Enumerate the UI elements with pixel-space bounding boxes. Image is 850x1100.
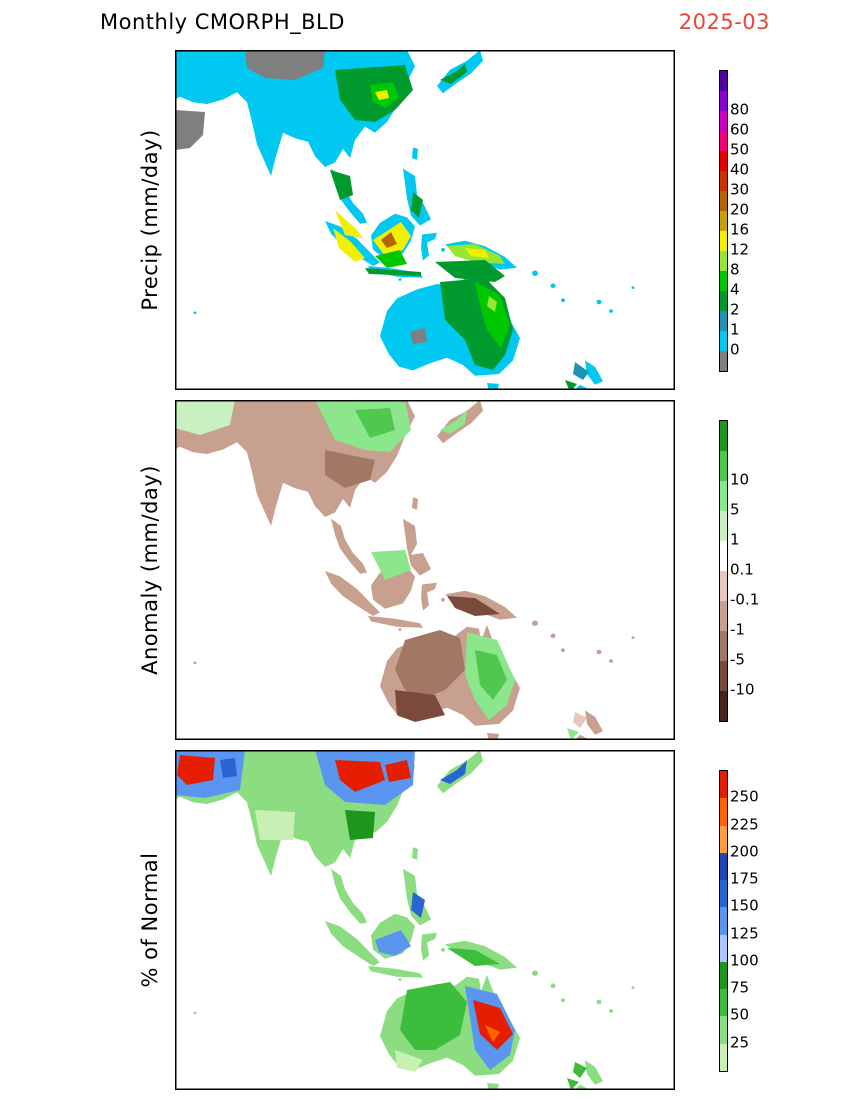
colorbar-tick-label: 125 xyxy=(730,924,759,943)
colorbar-swatch xyxy=(720,211,727,231)
date-label: 2025-03 xyxy=(678,10,770,34)
anomaly-map xyxy=(175,400,675,740)
colorbar-tick-label: 100 xyxy=(730,951,759,970)
colorbar-swatch xyxy=(720,271,727,291)
colorbar-swatch xyxy=(720,852,727,881)
colorbar-swatch xyxy=(720,191,727,211)
colorbar-tick-label: 225 xyxy=(730,815,759,834)
colorbar-swatch xyxy=(720,111,727,131)
colorbar-swatch xyxy=(720,311,727,331)
app-title: Monthly CMORPH_BLD xyxy=(100,10,345,34)
colorbar-tick-label: 75 xyxy=(730,978,750,997)
colorbar-tick-label: 8 xyxy=(730,260,740,279)
colorbar-tick-label: 80 xyxy=(730,100,750,119)
colorbar-tick-label: 175 xyxy=(730,869,759,888)
colorbar-tick-label: 16 xyxy=(730,220,750,239)
colorbar-tick-label: 200 xyxy=(730,842,759,861)
colorbar-swatch xyxy=(720,251,727,271)
colorbar-tick-label: 30 xyxy=(730,180,750,199)
colorbar-tick-label: 40 xyxy=(730,160,750,179)
percent-colorbar xyxy=(719,770,728,1072)
colorbar-tick-label: 150 xyxy=(730,896,759,915)
colorbar-swatch xyxy=(720,331,727,351)
colorbar-swatch xyxy=(720,1043,727,1071)
colorbar-tick-label: 20 xyxy=(730,200,750,219)
colorbar-swatch xyxy=(720,511,727,541)
colorbar-swatch xyxy=(720,351,727,371)
colorbar-tick-label: -0.1 xyxy=(730,590,760,609)
colorbar-swatch xyxy=(720,451,727,481)
colorbar-swatch xyxy=(720,989,727,1017)
colorbar-tick-label: -5 xyxy=(730,650,745,669)
colorbar-tick-label: 5 xyxy=(730,500,740,519)
percent-normal-map xyxy=(175,750,675,1090)
anomaly-colorbar xyxy=(719,420,728,722)
colorbar-swatch xyxy=(720,934,727,962)
colorbar-swatch xyxy=(720,291,727,311)
colorbar-swatch xyxy=(720,601,727,631)
colorbar-swatch xyxy=(720,71,727,91)
colorbar-swatch xyxy=(720,151,727,171)
precip-colorbar xyxy=(719,70,728,372)
colorbar-tick-label: -10 xyxy=(730,680,755,699)
colorbar-swatch xyxy=(720,691,727,721)
colorbar-tick-label: -1 xyxy=(730,620,745,639)
colorbar-tick-label: 60 xyxy=(730,120,750,139)
colorbar-swatch xyxy=(720,880,727,908)
colorbar-tick-label: 25 xyxy=(730,1033,750,1052)
colorbar-tick-label: 50 xyxy=(730,140,750,159)
colorbar-swatch xyxy=(720,171,727,191)
colorbar-tick-label: 10 xyxy=(730,470,750,489)
colorbar-swatch xyxy=(720,661,727,691)
colorbar-swatch xyxy=(720,825,727,853)
colorbar-swatch xyxy=(720,91,727,111)
precip-map xyxy=(175,50,675,390)
colorbar-tick-label: 50 xyxy=(730,1005,750,1024)
colorbar-tick-label: 4 xyxy=(730,280,740,299)
colorbar-swatch xyxy=(720,231,727,251)
colorbar-swatch xyxy=(720,1016,727,1044)
colorbar-tick-label: 12 xyxy=(730,240,750,259)
colorbar-tick-label: 2 xyxy=(730,300,740,319)
colorbar-swatch xyxy=(720,771,727,799)
colorbar-tick-label: 0 xyxy=(730,340,740,359)
colorbar-swatch xyxy=(720,571,727,601)
colorbar-swatch xyxy=(720,421,727,451)
colorbar-swatch xyxy=(720,907,727,935)
colorbar-tick-label: 250 xyxy=(730,787,759,806)
colorbar-tick-label: 1 xyxy=(730,530,740,549)
colorbar-swatch xyxy=(720,481,727,511)
colorbar-swatch xyxy=(720,961,727,990)
colorbar-swatch xyxy=(720,541,727,571)
colorbar-tick-label: 0.1 xyxy=(730,560,754,579)
colorbar-swatch xyxy=(720,131,727,151)
colorbar-swatch xyxy=(720,798,727,826)
colorbar-swatch xyxy=(720,631,727,661)
colorbar-tick-label: 1 xyxy=(730,320,740,339)
